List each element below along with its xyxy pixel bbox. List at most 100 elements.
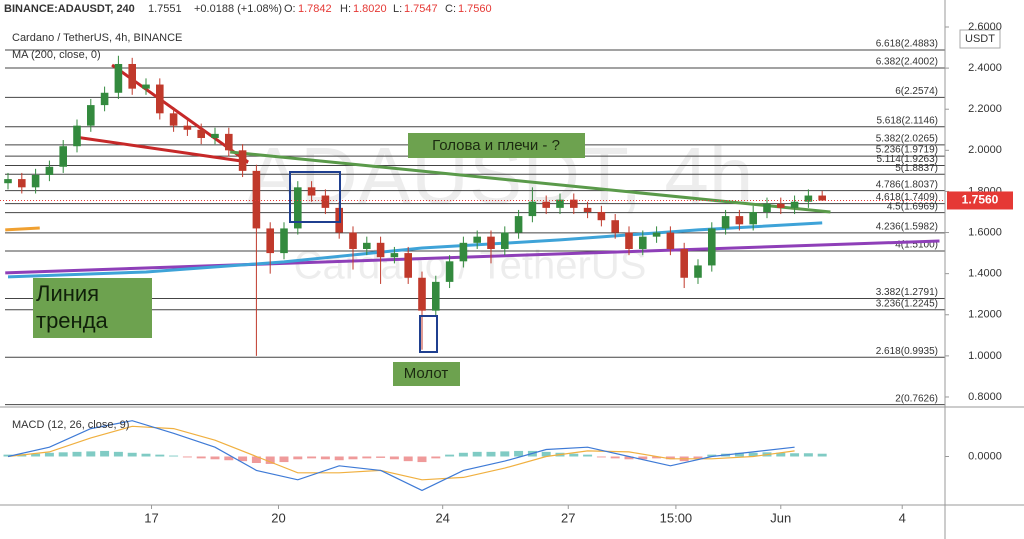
y-tick-label: 1.4000 [968,268,1002,280]
macd-histogram-bar [307,456,317,459]
hammer-box [419,315,438,353]
macd-histogram-bar [817,453,827,457]
candle-body [556,199,564,208]
y-tick-label: 1.0000 [968,350,1002,362]
last-price-label: 1.7560 [962,193,999,207]
candle-body [114,63,123,93]
candle-body [790,201,799,208]
macd-histogram-bar [472,451,482,457]
macd-histogram-bar [638,456,648,460]
o-label: O: [284,3,296,15]
candle-body [625,232,633,249]
candle-body [418,277,426,311]
macd-histogram-bar [389,456,399,460]
macd-histogram-bar [279,456,289,463]
candle-body [100,92,109,106]
candle-body [169,113,178,126]
macd-histogram-bar [100,450,110,457]
c-label: C: [445,3,456,15]
macd-histogram-bar [748,452,758,457]
y-tick-label: 1.6000 [968,226,1002,238]
candle-body [597,211,606,221]
candle-body [666,232,675,249]
ma-line [7,221,823,279]
x-tick-label: 24 [435,510,449,525]
fib-label: 2.618(0.9935) [876,346,938,357]
macd-histogram-bar [376,456,386,458]
macd-histogram-bar [238,456,248,462]
fib-label: 6(2.2574) [895,86,938,97]
candle-body [694,265,702,278]
fib-label: 4.5(1.6969) [887,201,938,212]
candle-body [542,201,550,208]
candle-body [211,133,219,138]
candle-body [183,125,192,130]
candle-body [404,253,412,278]
y-tick-label: 2.2000 [968,103,1002,115]
x-tick-label: 20 [271,510,285,525]
candle-body [735,216,744,225]
macd-histogram-bar [293,456,303,460]
candle-body [307,187,316,196]
candle-body [266,228,274,254]
x-tick-label: 15:00 [660,510,693,525]
macd-histogram-bar [44,452,54,457]
y-tick-label: 2.4000 [968,62,1002,74]
macd-histogram-bar [141,453,151,457]
fib-label: 2(0.7626) [895,393,938,404]
x-tick-label: 27 [561,510,575,525]
macd-histogram-bar [72,451,82,457]
macd-histogram-bar [3,454,13,457]
fib-label: 6.382(2.4002) [876,57,938,68]
annotation: Молот [404,365,449,382]
candle-body [252,170,261,229]
ma-label: MA (200, close, 0) [12,49,101,61]
candle-body [445,261,454,282]
annotation-box [408,133,585,158]
watermark-sub: Cardano / TetherUS [294,244,647,288]
candle-body [142,84,150,89]
macd-histogram-bar [569,453,579,457]
macd-histogram-bar [31,453,41,457]
fib-label: 4.786(1.8037) [876,179,938,190]
candle-body [749,211,757,225]
candle-body [487,236,495,249]
macd-histogram-bar [403,456,413,462]
y-tick-label: 2.6000 [968,21,1002,33]
annotation: Голова и плечи - ? [432,137,560,154]
symbol: BINANCE:ADAUSDT, 240 [4,3,135,15]
candle-body [4,179,12,184]
macd-histogram-bar [445,454,455,457]
macd-histogram-bar [803,453,813,457]
macd-histogram-bar [596,456,606,458]
macd-histogram-bar [417,456,427,463]
change: +0.0188 (+1.08%) [194,3,282,15]
macd-histogram-bar [486,451,496,457]
macd-histogram-bar [169,455,179,457]
macd-histogram-bar [652,456,662,459]
candle-body [776,203,785,208]
macd-histogram-bar [348,456,358,460]
macd-histogram-bar [431,456,441,459]
h-label: H: [340,3,351,15]
macd-histogram-bar [58,452,68,457]
currency-box [959,29,1001,49]
macd-histogram-bar [776,452,786,457]
macd-histogram-bar [693,456,703,459]
y-tick-label: 2.0000 [968,144,1002,156]
x-tick-label: Jun [770,510,791,525]
candle-body [294,187,302,229]
macd-histogram-bar [583,454,593,457]
fib-label: 4.236(1.5982) [876,222,938,233]
macd-histogram-bar [514,450,524,457]
macd-histogram-bar [624,456,634,460]
c-value: 1.7560 [458,3,492,15]
macd-histogram-bar [265,456,275,464]
fib-label: 5.236(1.9719) [876,145,938,156]
l-label: L: [393,3,402,15]
candle-body [528,201,537,217]
fib-label: 6.618(2.4883) [876,39,938,50]
candle-body [818,195,826,201]
macd-histogram-bar [334,456,344,461]
